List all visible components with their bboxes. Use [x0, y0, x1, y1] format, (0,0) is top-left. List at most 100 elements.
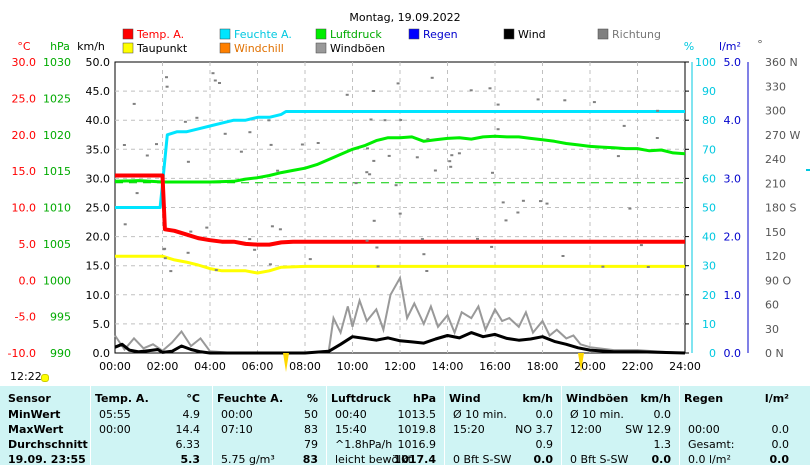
table-cell: 07:10	[221, 423, 253, 436]
direction-dot	[276, 169, 280, 172]
humidity-tick-label: 40	[702, 231, 716, 244]
direction-dot	[601, 265, 605, 268]
table-header-unit: km/h	[522, 392, 553, 405]
direction-dot	[561, 255, 565, 257]
direction-dot	[622, 124, 626, 127]
table-cell-value: NO 3.7	[515, 423, 553, 436]
table-cell: Ø 10 min.	[453, 408, 507, 421]
rain-tick-label: 2.0	[724, 231, 742, 244]
humidity-tick-label: 20	[702, 289, 716, 302]
direction-dot	[536, 98, 540, 101]
table-cell-value: 50	[304, 408, 318, 421]
temp-tick-label: 5.0	[19, 238, 37, 251]
direction-dot	[639, 244, 643, 247]
direction-dot	[308, 258, 312, 261]
wind-tick-label: 35.0	[86, 143, 111, 156]
rain-tick-label: 1.0	[724, 289, 742, 302]
direction-dot	[415, 156, 419, 159]
direction-dot	[123, 223, 127, 226]
direction-dot	[155, 143, 158, 146]
direction-dot	[183, 120, 187, 123]
x-tick-label: 22:00	[622, 360, 654, 373]
direction-unit: °	[757, 38, 763, 51]
direction-dot	[491, 171, 494, 174]
direction-dot	[195, 116, 199, 119]
humidity-tick-label: 80	[702, 114, 716, 127]
table-header: Luftdruck	[331, 392, 391, 405]
direction-dot	[163, 257, 167, 260]
table-cell: 00:00	[688, 423, 720, 436]
legend-label-temp: Temp. A.	[136, 28, 184, 41]
direction-dot	[449, 165, 453, 168]
direction-tick-label: 120	[765, 250, 786, 263]
direction-dot	[655, 137, 659, 139]
pressure-tick-label: 1000	[43, 274, 71, 287]
direction-dot	[135, 192, 139, 195]
wind-tick-label: 15.0	[86, 260, 111, 273]
direction-dot	[496, 103, 500, 106]
legend-swatch-wind	[503, 28, 515, 40]
direction-dot	[372, 159, 376, 162]
direction-dot	[218, 82, 221, 84]
rain-tick-label: 0.0	[724, 347, 742, 360]
direction-tick-label: 300	[765, 105, 786, 118]
table-header-unit: km/h	[640, 392, 671, 405]
direction-dot	[366, 147, 369, 150]
direction-dot	[387, 154, 391, 157]
direction-dot	[656, 109, 660, 112]
direction-dot	[248, 238, 252, 241]
table-cell: 00:00	[221, 408, 253, 421]
direction-dot	[354, 182, 358, 185]
direction-dot	[376, 265, 380, 268]
direction-dot	[169, 270, 173, 273]
table-cell: 0 Bft S-SW	[570, 453, 629, 466]
temp-tick-label: 30.0	[12, 56, 37, 69]
legend-swatch-dewpoint	[122, 42, 134, 54]
direction-dot	[425, 270, 429, 272]
direction-tick-label: 240	[765, 153, 786, 166]
table-cell: 0.0 l/m²	[688, 453, 731, 466]
direction-dot	[270, 225, 274, 228]
temp-tick-label: 0.0	[19, 274, 37, 287]
sunrise-marker	[283, 353, 289, 372]
pressure-tick-label: 990	[50, 347, 71, 360]
legend-label-humidity: Feuchte A.	[234, 28, 292, 41]
table-cell-value: 1013.5	[397, 408, 437, 421]
rain-tick-label: 4.0	[724, 114, 742, 127]
direction-dot	[122, 144, 126, 146]
legend-label-pressure: Luftdruck	[330, 28, 382, 41]
pressure-tick-label: 995	[50, 311, 71, 324]
chart-legend: Temp. A. Feuchte A. Luftdruck Regen Wind Rich…	[122, 28, 661, 55]
direction-dot	[433, 169, 437, 172]
direction-dot	[539, 200, 542, 203]
direction-dot	[469, 89, 473, 92]
humidity-unit: %	[684, 40, 694, 53]
table-header-unit: °C	[186, 392, 200, 405]
direction-dot	[592, 101, 596, 104]
x-tick-label: 00:00	[99, 360, 131, 373]
column-separator	[326, 386, 327, 465]
series-line-humidity	[115, 110, 685, 209]
wind-tick-label: 45.0	[86, 85, 111, 98]
table-header-unit: l/m²	[764, 392, 789, 405]
direction-dot	[145, 154, 149, 157]
direction-dot	[426, 138, 430, 141]
direction-dot	[213, 79, 217, 82]
table-header: Regen	[684, 392, 724, 405]
pressure-unit: hPa	[50, 40, 70, 53]
chart-marks	[114, 110, 686, 355]
direction-dot	[372, 90, 376, 92]
table-cell: ^1.8hPa/h	[335, 438, 393, 451]
direction-dot	[132, 102, 136, 105]
direction-dot	[394, 184, 398, 187]
wind-tick-label: 50.0	[86, 56, 111, 69]
table-cell: 05:55	[99, 408, 131, 421]
table-cell-value: 0.0	[771, 423, 790, 436]
table-cell: Ø 10 min.	[570, 408, 624, 421]
table-cell-value: 6.33	[175, 438, 201, 451]
table-header: Windböen	[566, 392, 629, 405]
direction-dot	[165, 76, 168, 79]
legend-swatch-pressure	[315, 28, 327, 40]
pressure-tick-label: 1030	[43, 56, 71, 69]
direction-dot	[369, 118, 373, 121]
